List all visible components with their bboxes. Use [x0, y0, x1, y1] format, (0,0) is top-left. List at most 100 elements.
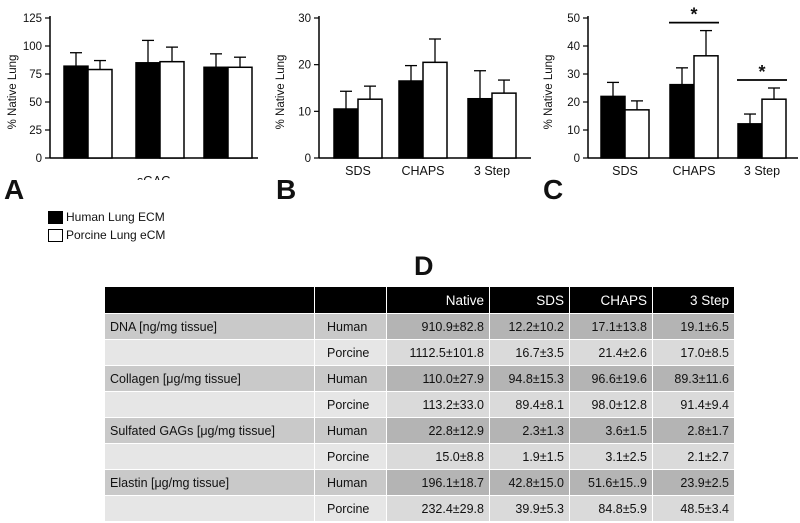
value-cell: 98.0±12.8: [569, 391, 653, 418]
y-axis-label: % Native Lung: [7, 55, 19, 130]
header-3step: 3 Step: [652, 286, 735, 314]
bar-human: [669, 83, 695, 159]
analyte-cell: Elastin [μg/mg tissue]: [104, 469, 315, 496]
table-row: Sulfated GAGs [μg/mg tissue] Human 22.8±12…: [104, 417, 735, 444]
panel-label-c: C: [543, 174, 564, 205]
header-native: Native: [386, 286, 490, 314]
bar-human: [203, 66, 229, 159]
y-tick-label: 50: [29, 97, 42, 109]
legend-swatch-porcine: [48, 228, 63, 242]
value-cell: 51.6±15..9: [569, 469, 653, 496]
value-cell: 910.9±82.8: [386, 313, 490, 340]
analyte-cell: DNA [ng/mg tissue]: [104, 313, 315, 340]
value-cell: 1.9±1.5: [489, 443, 570, 470]
legend-item-human: Human Lung ECM: [48, 208, 165, 226]
value-cell: 17.0±8.5: [652, 339, 735, 366]
value-cell: 110.0±27.9: [386, 365, 490, 392]
y-tick-label: 0: [305, 153, 311, 165]
value-cell: 84.8±5.9: [569, 495, 653, 522]
species-cell: Human: [314, 313, 387, 340]
value-cell: 15.0±8.8: [386, 443, 490, 470]
value-cell: 16.7±3.5: [489, 339, 570, 366]
value-cell: 12.2±10.2: [489, 313, 570, 340]
bar-human: [333, 108, 359, 159]
bar-porcine: [159, 60, 185, 159]
legend-item-porcine: Porcine Lung eCM: [48, 226, 165, 244]
y-tick-label: 25: [29, 125, 42, 137]
x-tick-label: 3 Step: [744, 164, 780, 178]
species-cell: Human: [314, 365, 387, 392]
legend-swatch-human: [48, 210, 63, 224]
header-cell: [314, 286, 387, 314]
value-cell: 17.1±13.8: [569, 313, 653, 340]
analyte-cell: Sulfated GAGs [μg/mg tissue]: [104, 417, 315, 444]
legend-label-human: Human Lung ECM: [66, 210, 165, 224]
chart-a: % Native Lung 0 25 50 75 100 125 sGAG: [7, 13, 258, 180]
bar-porcine: [422, 61, 448, 159]
significance-star: *: [690, 5, 697, 25]
value-cell: 96.6±19.6: [569, 365, 653, 392]
panel-label-d: D: [414, 251, 434, 281]
y-tick-label: 10: [567, 125, 580, 137]
species-cell: Human: [314, 469, 387, 496]
panel-label-b: B: [276, 174, 297, 205]
value-cell: 3.6±1.5: [569, 417, 653, 444]
panel-label-a: A: [4, 174, 25, 205]
table-row: Porcine 232.4±29.8 39.9±5.3 84.8±5.9 48.5±3.…: [104, 495, 735, 522]
value-cell: 89.3±11.6: [652, 365, 735, 392]
composition-table: Native SDS CHAPS 3 Step DNA [ng/mg tissu…: [104, 286, 735, 522]
x-tick-label: 3 Step: [474, 164, 510, 178]
species-cell: Porcine: [314, 443, 387, 470]
value-cell: 91.4±9.4: [652, 391, 735, 418]
analyte-cell: [104, 391, 315, 418]
header-cell: [104, 286, 315, 314]
y-tick-label: 20: [298, 60, 311, 72]
x-tick-label: SDS: [345, 164, 371, 178]
x-tick-label: CHAPS: [401, 164, 444, 178]
y-tick-label: 125: [23, 13, 42, 25]
value-cell: 21.4±2.6: [569, 339, 653, 366]
value-cell: 39.9±5.3: [489, 495, 570, 522]
chart-b: % Native Lung 0 10 20 30 SDS CHAPS 3 Step: [275, 13, 531, 178]
value-cell: 42.8±15.0: [489, 469, 570, 496]
species-cell: Porcine: [314, 339, 387, 366]
bar-human: [398, 80, 424, 159]
value-cell: 232.4±29.8: [386, 495, 490, 522]
analyte-cell: Collagen [μg/mg tissue]: [104, 365, 315, 392]
table-header-row: Native SDS CHAPS 3 Step: [104, 286, 735, 314]
y-tick-label: 0: [36, 153, 42, 165]
bar-porcine: [624, 109, 650, 159]
bar-human: [467, 97, 493, 159]
y-tick-label: 75: [29, 69, 42, 81]
value-cell: 3.1±2.5: [569, 443, 653, 470]
bar-porcine: [357, 98, 383, 159]
y-tick-label: 30: [298, 13, 311, 25]
bar-porcine: [761, 98, 787, 159]
bar-porcine: [87, 68, 113, 159]
table-row: Porcine 15.0±8.8 1.9±1.5 3.1±2.5 2.1±2.7: [104, 443, 735, 470]
species-cell: Human: [314, 417, 387, 444]
y-tick-label: 40: [567, 41, 580, 53]
significance-star: *: [758, 62, 765, 82]
y-tick-label: 100: [23, 41, 42, 53]
legend-label-porcine: Porcine Lung eCM: [66, 228, 166, 242]
x-axis-label: sGAG: [137, 174, 171, 180]
bar-human: [63, 65, 89, 159]
table-row: Collagen [μg/mg tissue] Human 110.0±27.9 94…: [104, 365, 735, 392]
value-cell: 1112.5±101.8: [386, 339, 490, 366]
y-axis-label: % Native Lung: [543, 55, 555, 130]
value-cell: 48.5±3.4: [652, 495, 735, 522]
value-cell: 94.8±15.3: [489, 365, 570, 392]
y-tick-label: 10: [298, 106, 311, 118]
value-cell: 2.3±1.3: [489, 417, 570, 444]
y-axis-label: % Native Lung: [275, 55, 287, 130]
analyte-cell: [104, 339, 315, 366]
bar-human: [135, 62, 161, 159]
value-cell: 22.8±12.9: [386, 417, 490, 444]
value-cell: 89.4±8.1: [489, 391, 570, 418]
x-tick-label: SDS: [612, 164, 638, 178]
header-chaps: CHAPS: [569, 286, 653, 314]
table-row: Elastin [μg/mg tissue] Human 196.1±18.7 42.…: [104, 469, 735, 496]
chart-c: % Native Lung 0 10 20 30 40 50 SDS CHAPS 3 Step * *: [543, 5, 798, 178]
header-sds: SDS: [489, 286, 570, 314]
